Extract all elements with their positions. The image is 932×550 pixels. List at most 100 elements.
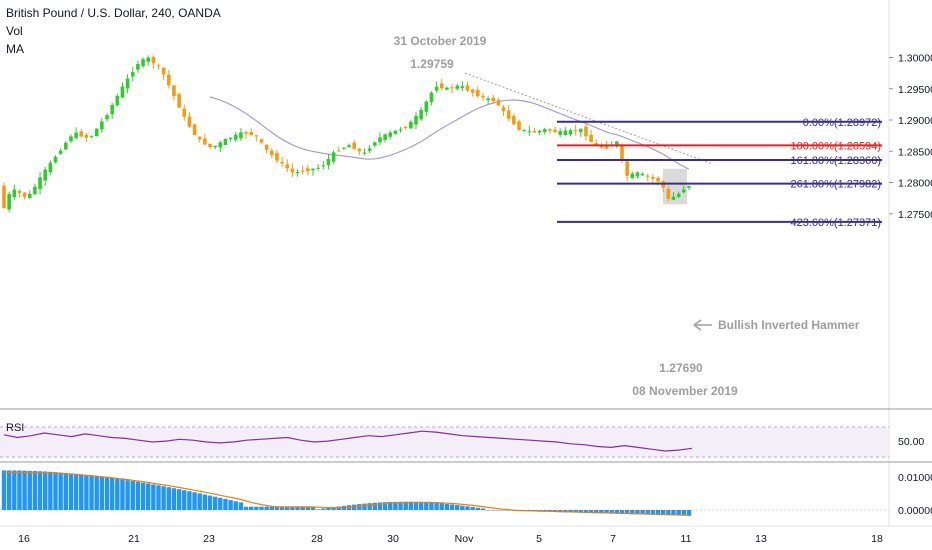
macd-histogram-bar: [27, 470, 32, 510]
pattern-label: Bullish Inverted Hammer: [718, 318, 860, 332]
bearish-candle: [187, 116, 192, 127]
macd-histogram-bar: [630, 510, 635, 515]
bullish-candle: [233, 134, 238, 140]
macd-histogram-bar: [269, 506, 274, 510]
macd-histogram-bar: [218, 497, 223, 510]
time-tick-label: 30: [387, 533, 399, 545]
macd-histogram-bar: [661, 510, 666, 516]
bullish-candle: [115, 95, 120, 106]
macd-histogram-bar: [599, 510, 604, 514]
macd-histogram-bar: [43, 471, 48, 510]
macd-histogram-bar: [352, 504, 357, 510]
bullish-candle: [43, 169, 47, 181]
macd-histogram-bar: [501, 510, 506, 511]
bearish-candle: [470, 89, 475, 93]
macd-histogram-bar: [249, 506, 254, 510]
bearish-candle: [275, 152, 279, 161]
bearish-candle: [280, 161, 284, 164]
bearish-candle: [439, 83, 444, 89]
price-tick-label: 1.29500: [898, 84, 932, 96]
bearish-candle: [151, 56, 156, 64]
bullish-candle: [295, 172, 300, 174]
macd-histogram-bar: [228, 500, 233, 510]
bullish-candle: [671, 196, 676, 200]
bullish-candle: [563, 130, 568, 136]
bullish-candle: [89, 136, 94, 138]
annotation-bottom-date: 08 November 2019: [632, 384, 738, 398]
bullish-candle: [74, 132, 78, 139]
macd-histogram-bar: [666, 510, 671, 516]
bullish-candle: [568, 130, 573, 134]
macd-histogram-bar: [377, 502, 383, 510]
bearish-candle: [300, 170, 305, 172]
bearish-candle: [532, 130, 537, 133]
macd-histogram-bar: [290, 506, 295, 510]
macd-histogram-bar: [434, 503, 439, 510]
macd-histogram-bar: [156, 485, 161, 510]
macd-histogram-bar: [89, 475, 94, 510]
bullish-candle: [424, 101, 429, 112]
macd-histogram-bar: [212, 496, 218, 510]
macd-histogram-bar: [207, 495, 213, 510]
macd-histogram-bar: [640, 510, 645, 515]
time-tick-label: 13: [755, 533, 767, 545]
bullish-candle: [414, 115, 418, 125]
bearish-candle: [290, 168, 295, 173]
bearish-candle: [177, 93, 181, 108]
time-tick-label: 11: [681, 533, 692, 545]
macd-histogram-bar: [187, 491, 192, 510]
bullish-candle: [342, 147, 346, 149]
macd-histogram-bar: [285, 506, 290, 510]
time-tick-label: Nov: [455, 533, 474, 545]
macd-histogram-bar: [84, 474, 89, 510]
macd-histogram-bar: [439, 503, 444, 510]
macd-histogram-bar: [233, 501, 238, 510]
macd-histogram-bar: [496, 510, 501, 511]
bullish-candle: [522, 129, 526, 131]
time-tick-label: 7: [610, 533, 616, 545]
macd-histogram-bar: [58, 472, 63, 510]
rsi-line: [3, 430, 693, 452]
macd-histogram-bar: [619, 510, 625, 514]
bearish-candle: [476, 89, 480, 97]
bullish-candle: [362, 152, 367, 154]
macd-histogram-bar: [315, 509, 321, 510]
bearish-candle: [573, 130, 578, 132]
bearish-candle: [403, 126, 408, 128]
macd-histogram-bar: [99, 476, 105, 510]
macd-histogram-bar: [310, 506, 316, 510]
macd-histogram-bar: [53, 472, 58, 510]
macd-histogram-bar: [1, 470, 7, 510]
symbol-title: British Pound / U.S. Dollar, 240, OANDA: [6, 6, 221, 20]
macd-histogram-bar: [362, 503, 367, 510]
rsi-band: [0, 427, 889, 457]
bullish-candle: [640, 174, 645, 176]
bullish-candle: [321, 165, 326, 167]
bearish-candle: [506, 110, 511, 119]
macd-histogram-bar: [202, 494, 208, 510]
bullish-candle: [676, 193, 681, 197]
annotation-top-price: 1.29759: [410, 57, 454, 71]
bearish-candle: [620, 144, 624, 161]
bullish-candle: [630, 173, 635, 179]
bearish-candle: [22, 192, 27, 197]
macd-histogram-bar: [17, 470, 22, 510]
macd-histogram-bar: [274, 506, 280, 510]
bullish-candle: [460, 86, 465, 89]
bullish-candle: [94, 128, 99, 137]
macd-histogram-bar: [578, 510, 583, 513]
bullish-candle: [311, 168, 315, 171]
macd-histogram-bar: [321, 508, 326, 510]
time-tick-label: 21: [128, 533, 140, 545]
bearish-candle: [264, 144, 269, 150]
macd-histogram-bar: [264, 506, 269, 510]
bullish-candle: [687, 186, 691, 188]
macd-histogram-bar: [176, 489, 182, 510]
bearish-candle: [553, 129, 557, 133]
macd-histogram-bar: [491, 510, 496, 511]
time-tick-label: 16: [18, 533, 30, 545]
macd-histogram-bar: [650, 510, 656, 515]
bearish-candle: [666, 189, 671, 199]
bearish-candle: [645, 175, 650, 177]
macd-histogram-bar: [686, 510, 692, 516]
